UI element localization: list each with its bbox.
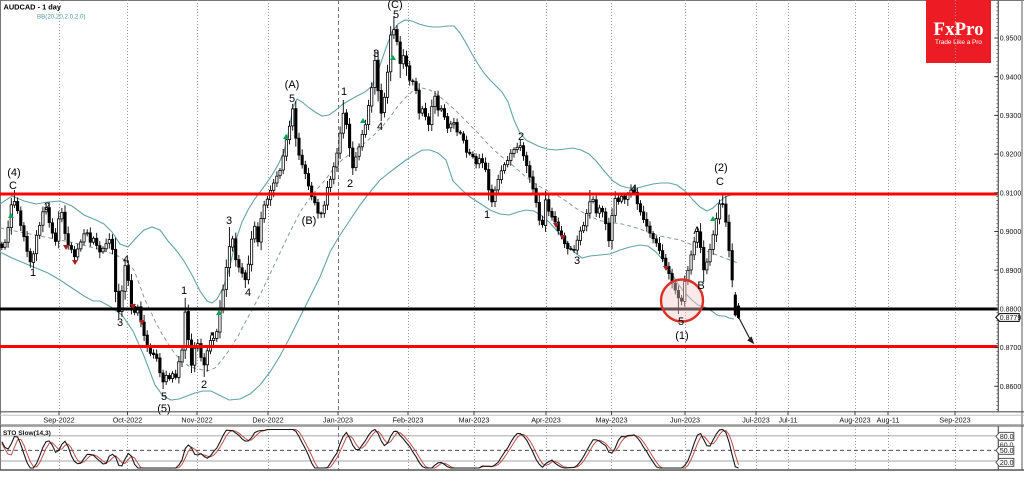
svg-text:Jun-2023: Jun-2023	[670, 415, 700, 424]
svg-text:4: 4	[245, 287, 251, 299]
svg-text:0.8700: 0.8700	[1000, 345, 1022, 352]
svg-text:Dec-2022: Dec-2022	[252, 415, 283, 424]
svg-text:1: 1	[30, 267, 36, 279]
svg-text:0.9400: 0.9400	[1000, 74, 1022, 81]
svg-text:Sep-2023: Sep-2023	[939, 415, 970, 424]
svg-text:0.8800: 0.8800	[1000, 307, 1022, 314]
svg-text:Apr-2023: Apr-2023	[531, 415, 561, 424]
svg-text:0.9300: 0.9300	[1000, 113, 1022, 120]
svg-text:4: 4	[123, 254, 129, 266]
svg-text:Jul-11: Jul-11	[778, 415, 797, 424]
svg-text:Aug-11: Aug-11	[877, 415, 900, 424]
svg-text:(1): (1)	[675, 330, 688, 342]
svg-text:3: 3	[117, 317, 123, 329]
svg-text:May-2023: May-2023	[596, 415, 628, 424]
svg-text:Trade Like a Pro: Trade Like a Pro	[935, 39, 982, 46]
svg-text:20.0: 20.0	[1000, 460, 1014, 467]
svg-text:1: 1	[341, 86, 347, 98]
svg-text:4: 4	[631, 183, 637, 195]
svg-text:C: C	[9, 180, 17, 192]
svg-text:3: 3	[226, 215, 232, 227]
svg-text:4: 4	[377, 121, 383, 133]
svg-text:BB(20,20,2.0,2.0): BB(20,20,2.0,2.0)	[37, 14, 86, 21]
svg-text:0.9500: 0.9500	[1000, 36, 1022, 43]
svg-text:0.8900: 0.8900	[1000, 268, 1022, 275]
svg-text:0.8600: 0.8600	[1000, 384, 1022, 391]
svg-text:(4): (4)	[7, 167, 20, 179]
svg-text:2: 2	[44, 201, 50, 213]
svg-text:0.9000: 0.9000	[1000, 229, 1022, 236]
svg-text:5: 5	[393, 9, 399, 21]
svg-text:Aug-2023: Aug-2023	[839, 415, 870, 424]
svg-text:3: 3	[373, 48, 379, 60]
svg-text:50.0: 50.0	[1000, 448, 1014, 455]
svg-text:1: 1	[484, 209, 490, 221]
svg-text:(B): (B)	[302, 215, 317, 227]
svg-text:2: 2	[518, 131, 524, 143]
svg-text:Mar-2023: Mar-2023	[459, 415, 490, 424]
svg-text:3: 3	[574, 255, 580, 267]
svg-text:Oct-2022: Oct-2022	[113, 415, 143, 424]
svg-text:(A): (A)	[285, 79, 300, 91]
svg-text:0.9100: 0.9100	[1000, 190, 1022, 197]
svg-text:60.0: 60.0	[1000, 442, 1014, 449]
svg-text:(2): (2)	[714, 162, 727, 174]
svg-text:Jan-2023: Jan-2023	[323, 415, 353, 424]
svg-text:C: C	[716, 176, 724, 188]
svg-text:AUDCAD - 1 day: AUDCAD - 1 day	[4, 2, 62, 11]
svg-text:2: 2	[201, 379, 207, 391]
svg-text:1: 1	[181, 285, 187, 297]
svg-text:(C): (C)	[387, 0, 402, 11]
svg-text:2: 2	[347, 178, 353, 190]
svg-text:5: 5	[678, 316, 684, 328]
svg-text:Feb-2023: Feb-2023	[393, 415, 424, 424]
svg-text:Jul-2023: Jul-2023	[742, 415, 770, 424]
svg-text:80.0: 80.0	[1000, 434, 1014, 441]
svg-text:5: 5	[289, 93, 295, 105]
svg-text:5: 5	[161, 391, 167, 403]
svg-text:0.9200: 0.9200	[1000, 152, 1022, 159]
svg-text:0.8779: 0.8779	[1000, 315, 1022, 322]
svg-text:(5): (5)	[157, 403, 170, 415]
svg-text:Nov-2022: Nov-2022	[181, 415, 212, 424]
svg-text:B: B	[697, 280, 704, 292]
svg-text:STO Slow(14,3): STO Slow(14,3)	[3, 430, 51, 437]
svg-text:A: A	[693, 225, 701, 237]
svg-text:Sep-2022: Sep-2022	[43, 415, 74, 424]
svg-text:FxPro: FxPro	[933, 19, 983, 40]
